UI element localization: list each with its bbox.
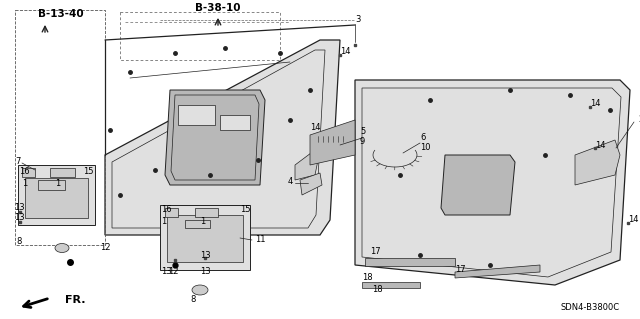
- Text: 15: 15: [83, 167, 93, 176]
- Polygon shape: [165, 208, 178, 217]
- Text: 9: 9: [360, 137, 365, 146]
- Polygon shape: [441, 155, 515, 215]
- Polygon shape: [300, 173, 322, 195]
- Text: 6: 6: [420, 133, 426, 143]
- Text: 1: 1: [22, 179, 28, 188]
- Polygon shape: [195, 208, 218, 217]
- Text: 13: 13: [14, 204, 24, 212]
- Text: 15: 15: [240, 205, 250, 214]
- Text: 18: 18: [372, 286, 383, 294]
- Text: B-13-40: B-13-40: [38, 9, 84, 19]
- Text: 7: 7: [15, 158, 20, 167]
- Polygon shape: [38, 180, 65, 190]
- Text: 13: 13: [200, 250, 211, 259]
- Ellipse shape: [192, 285, 208, 295]
- Text: 14: 14: [590, 99, 600, 108]
- Text: 2: 2: [638, 115, 640, 124]
- Polygon shape: [310, 120, 355, 165]
- Polygon shape: [50, 168, 75, 177]
- Text: 16: 16: [19, 167, 29, 176]
- Text: 8: 8: [16, 238, 21, 247]
- Text: 13: 13: [14, 213, 24, 222]
- Text: 13: 13: [161, 268, 172, 277]
- Text: 11: 11: [255, 235, 266, 244]
- Polygon shape: [455, 265, 540, 278]
- Text: B-38-10: B-38-10: [195, 3, 241, 13]
- Polygon shape: [105, 40, 340, 235]
- Text: 8: 8: [190, 295, 195, 305]
- Text: 14: 14: [310, 123, 321, 132]
- Polygon shape: [165, 90, 265, 185]
- Text: 14: 14: [595, 140, 605, 150]
- Text: 1: 1: [55, 179, 60, 188]
- Text: 17: 17: [370, 248, 381, 256]
- Text: SDN4-B3800C: SDN4-B3800C: [561, 303, 620, 313]
- Polygon shape: [355, 80, 630, 285]
- Polygon shape: [295, 150, 318, 180]
- Polygon shape: [185, 220, 210, 228]
- Text: 17: 17: [455, 265, 466, 275]
- Polygon shape: [160, 205, 250, 270]
- Text: 1: 1: [161, 217, 166, 226]
- Polygon shape: [167, 215, 243, 262]
- Polygon shape: [575, 140, 620, 185]
- Polygon shape: [365, 258, 455, 266]
- Text: FR.: FR.: [65, 295, 86, 305]
- Text: 14: 14: [340, 48, 351, 56]
- Polygon shape: [22, 168, 35, 177]
- Polygon shape: [220, 115, 250, 130]
- Ellipse shape: [55, 243, 69, 253]
- Text: 10: 10: [420, 144, 431, 152]
- Polygon shape: [362, 282, 420, 288]
- Text: 13: 13: [200, 268, 211, 277]
- Text: 14: 14: [628, 216, 639, 225]
- Polygon shape: [25, 178, 88, 218]
- Text: 5: 5: [360, 128, 365, 137]
- Polygon shape: [178, 105, 215, 125]
- Text: 16: 16: [161, 205, 172, 214]
- Text: 3: 3: [355, 16, 360, 25]
- Polygon shape: [18, 165, 95, 225]
- Text: 12: 12: [100, 243, 111, 253]
- Text: 12: 12: [168, 268, 179, 277]
- Text: 18: 18: [362, 273, 372, 283]
- Text: 1: 1: [200, 217, 205, 226]
- Text: 4: 4: [288, 177, 293, 187]
